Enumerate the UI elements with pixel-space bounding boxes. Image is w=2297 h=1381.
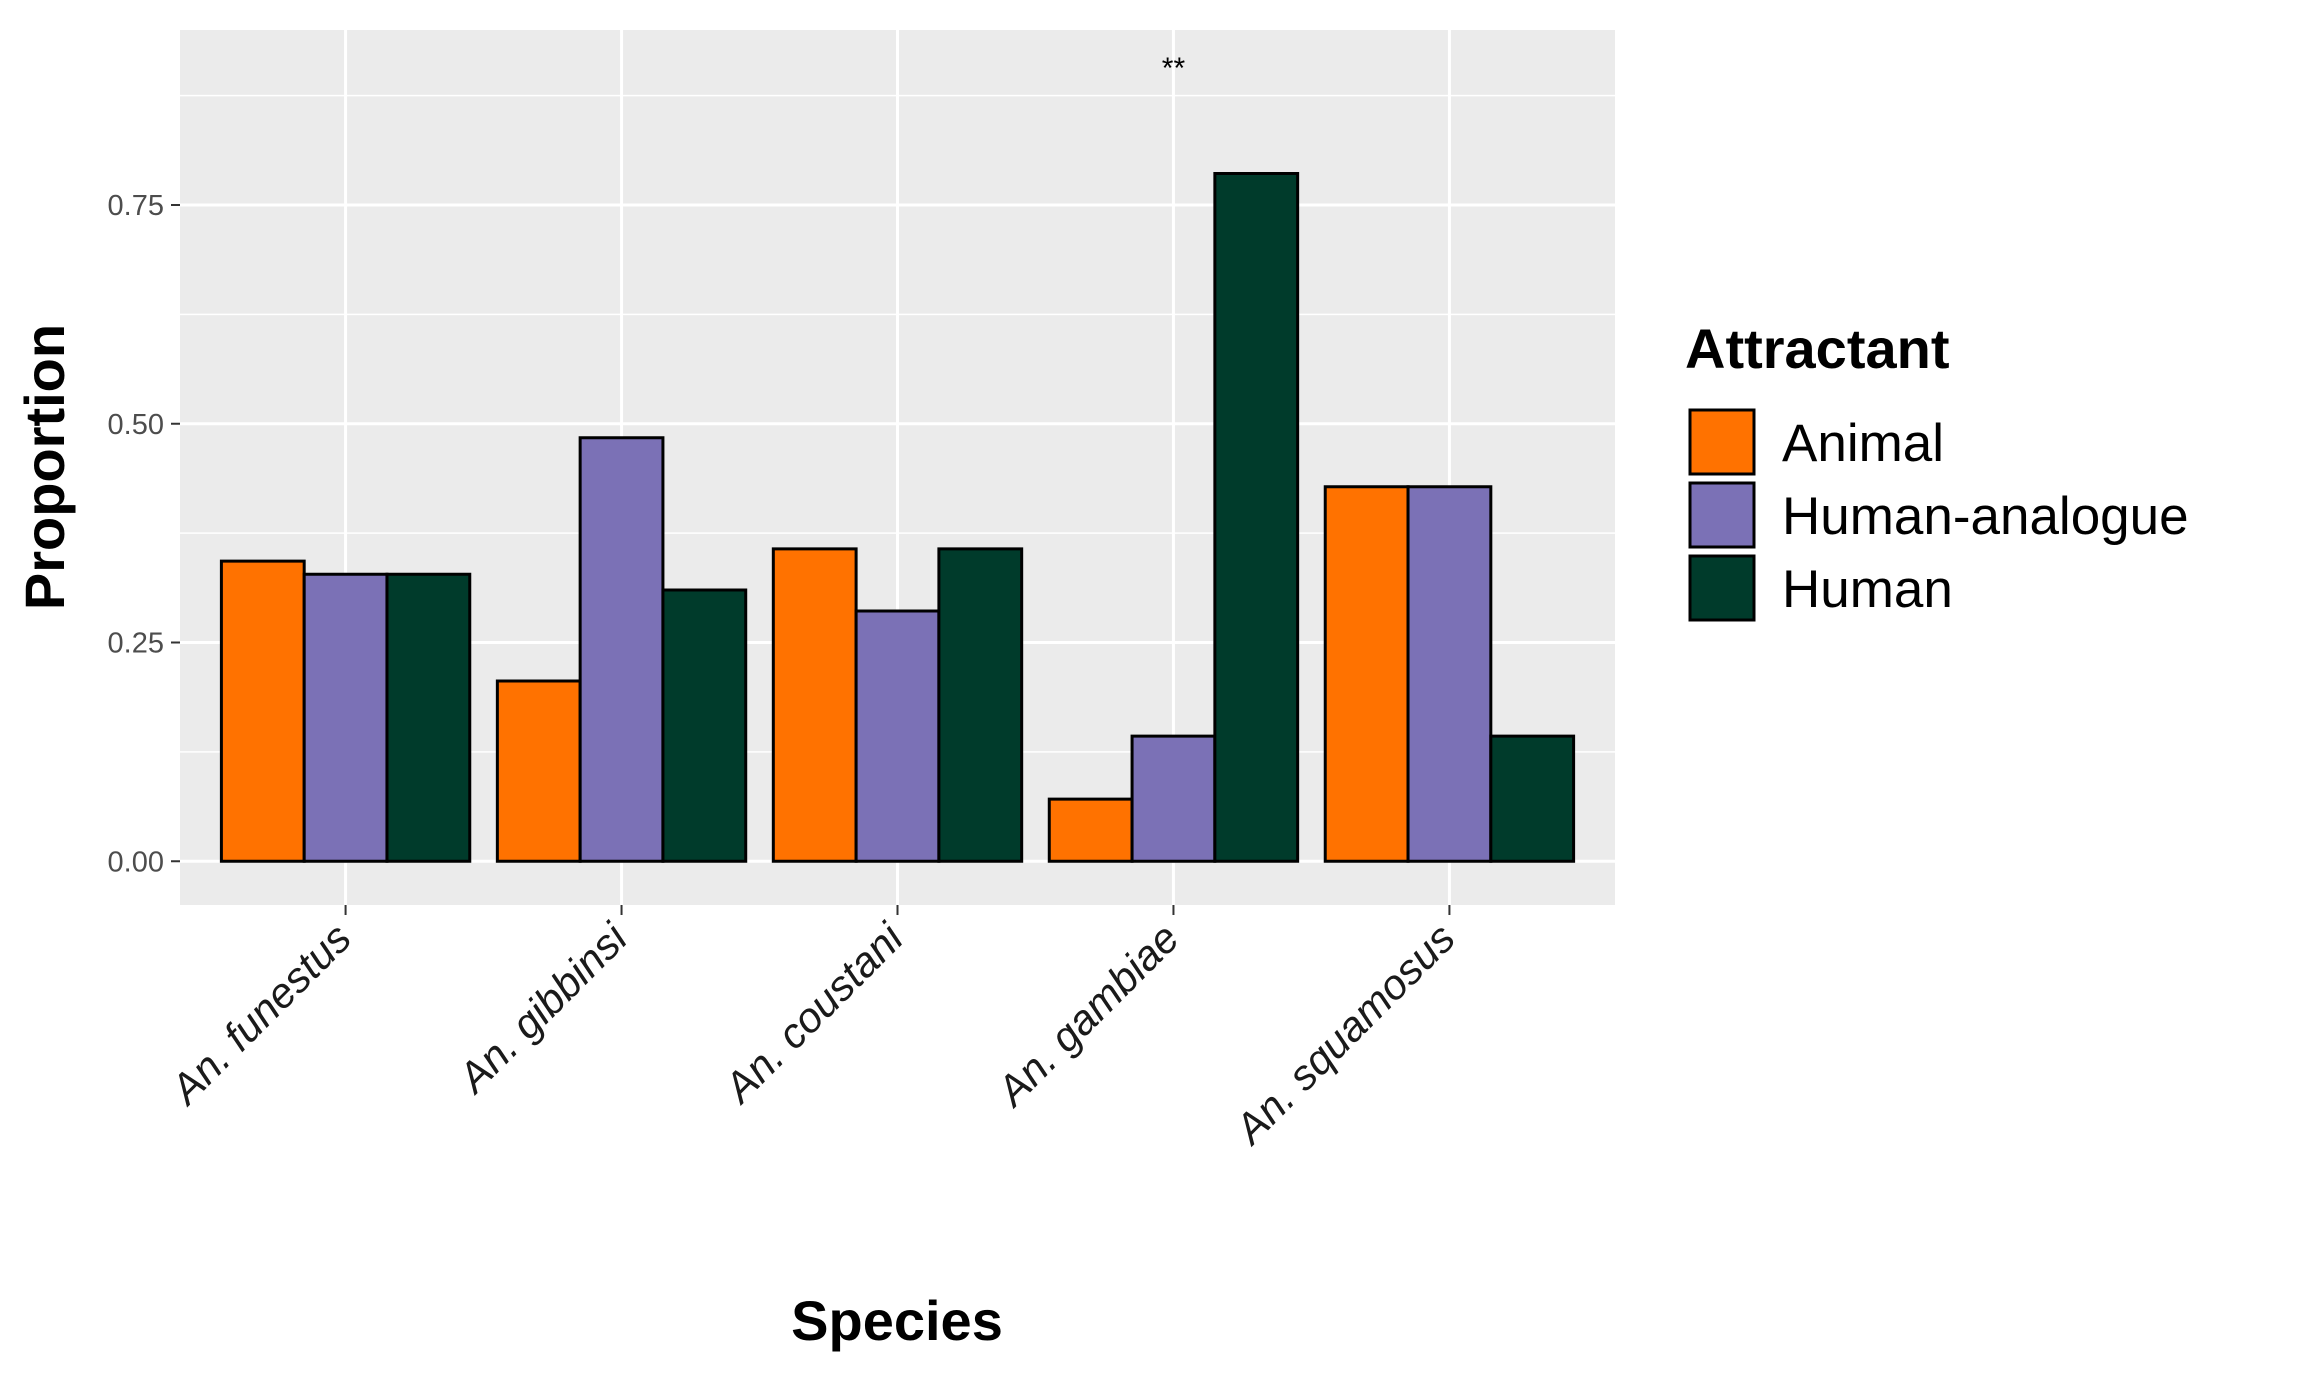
bar — [302, 572, 389, 863]
x-tick-label: An. gibbinsi — [447, 913, 637, 1103]
x-tick-label: An. squamosus — [1224, 914, 1464, 1154]
legend: Attractant Animal Human-analogue Human — [1685, 317, 2189, 622]
y-tick-label: 0.50 — [108, 409, 164, 441]
bars — [219, 172, 1576, 863]
bar — [219, 559, 306, 863]
legend-label: Human — [1782, 560, 1953, 619]
bar — [1406, 485, 1493, 863]
legend-key — [1688, 408, 1756, 476]
bar — [771, 547, 858, 863]
x-tick-label: An. gambiae — [986, 914, 1188, 1116]
legend-label: Animal — [1782, 414, 1944, 473]
y-tick-label: 0.25 — [108, 628, 164, 660]
bar — [1489, 734, 1576, 863]
annotations: ** — [1162, 52, 1186, 85]
bar — [1323, 485, 1410, 863]
legend-key — [1688, 554, 1756, 622]
bar — [385, 572, 472, 863]
legend-title: Attractant — [1685, 317, 1949, 380]
x-tick-label: An. coustani — [713, 913, 913, 1113]
legend-key — [1688, 481, 1756, 549]
bar — [495, 679, 582, 863]
y-tick-label: 0.75 — [108, 190, 164, 222]
y-tick-label: 0.00 — [108, 846, 164, 878]
y-axis: 0.00 0.25 0.50 0.75 — [108, 190, 180, 878]
x-tick-label: An. funestus — [159, 914, 359, 1114]
bar — [1130, 734, 1217, 863]
bar — [661, 588, 748, 863]
x-axis-title: Species — [791, 1289, 1003, 1352]
bar — [854, 609, 941, 863]
bar — [1213, 172, 1300, 863]
significance-annotation: ** — [1162, 52, 1186, 85]
bar — [1047, 797, 1134, 863]
bar — [578, 436, 665, 863]
bar — [937, 547, 1024, 863]
x-axis: An. funestus An. gibbinsi An. coustani An. … — [159, 905, 1464, 1154]
y-axis-title: Proportion — [13, 324, 76, 610]
legend-label: Human-analogue — [1782, 487, 2189, 546]
